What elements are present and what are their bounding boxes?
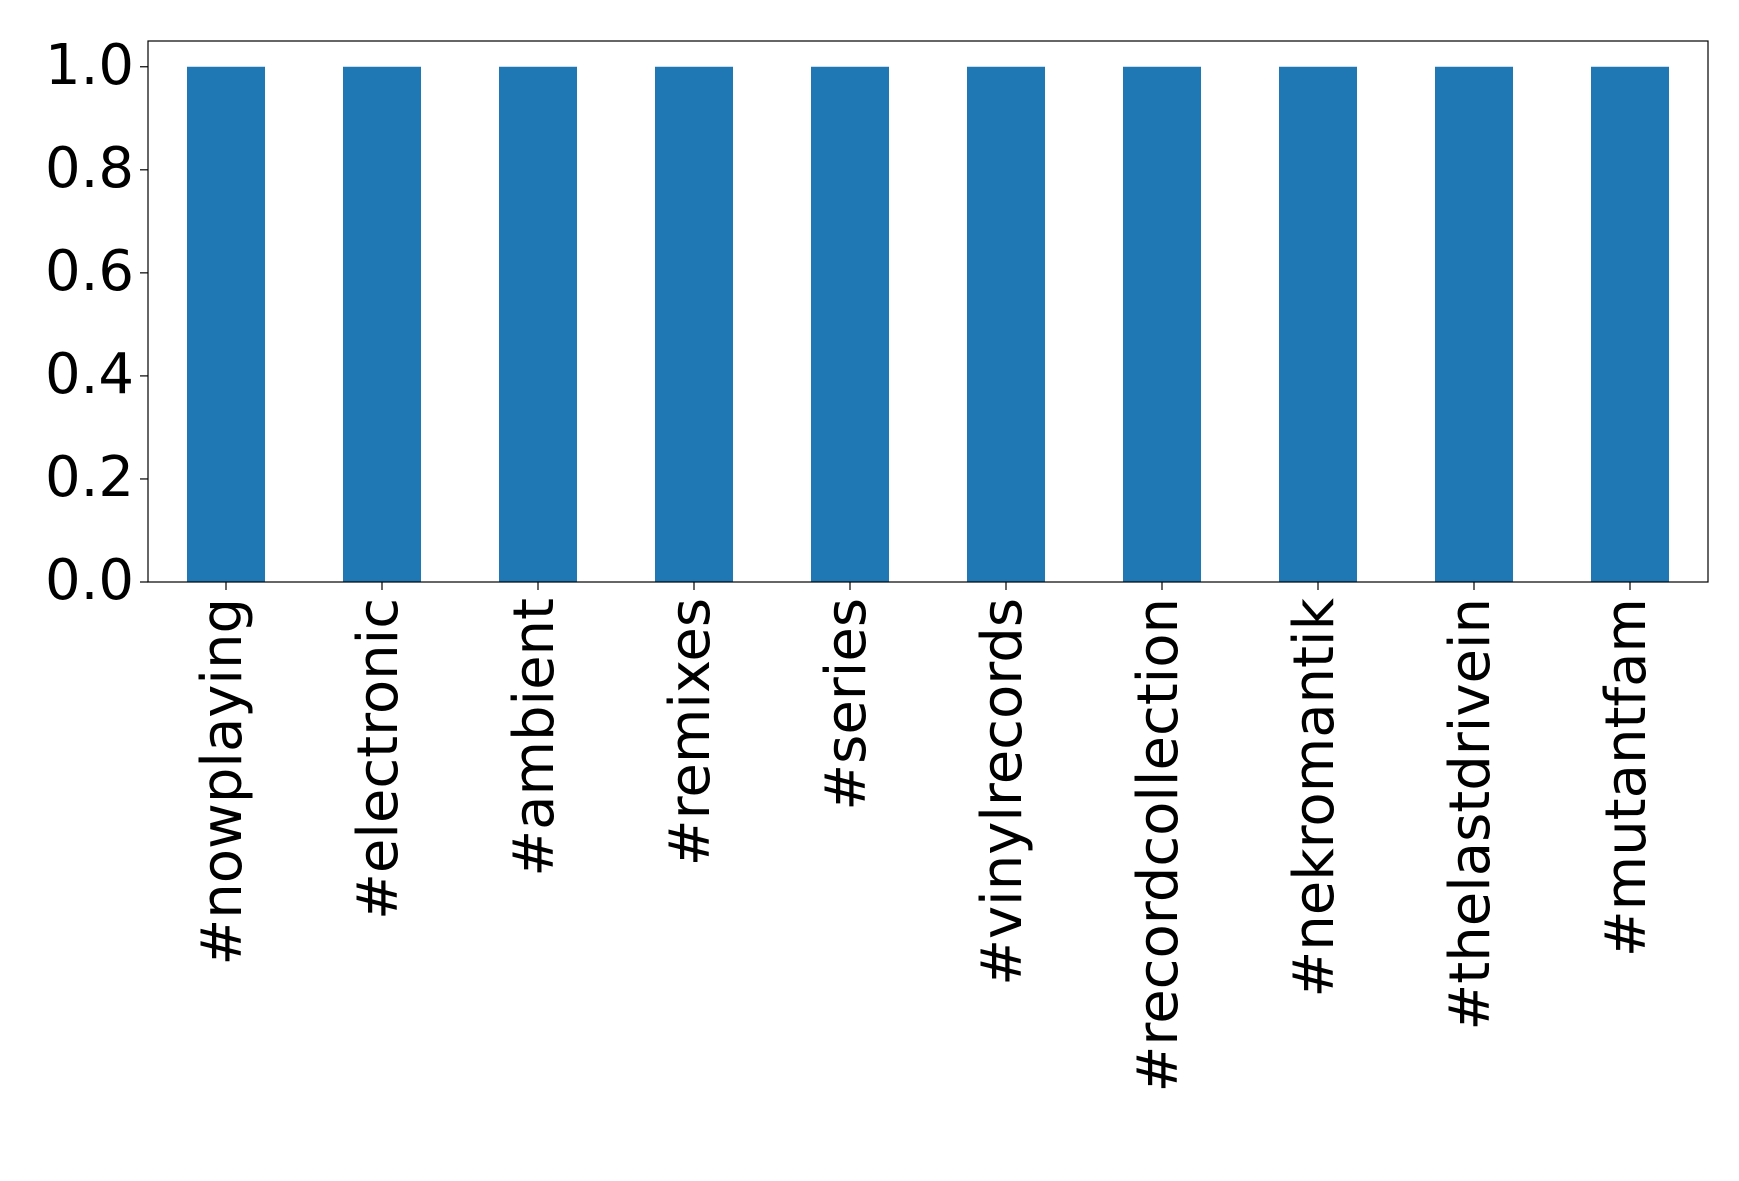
x-tick-label: #ambient (502, 598, 567, 877)
x-tick-label: #nekromantik (1282, 597, 1347, 997)
bar (343, 66, 421, 582)
bar (1279, 66, 1357, 582)
y-tick-label: 0.4 (45, 342, 134, 407)
x-tick-label: #mutantfam (1594, 598, 1659, 957)
bar (1123, 66, 1201, 582)
bar (1591, 66, 1669, 582)
bar (1435, 66, 1513, 582)
y-tick-label: 0.8 (45, 136, 134, 201)
bar (655, 66, 733, 582)
plot-frame (147, 40, 1709, 583)
x-tick-label: #nowplaying (190, 598, 255, 966)
x-tick-label: #series (814, 598, 879, 811)
y-tick-label: 0.6 (45, 239, 134, 304)
y-tick-label: 1.0 (45, 33, 134, 98)
x-tick-label: #vinylrecords (970, 598, 1035, 986)
x-tick-label: #electronic (346, 598, 411, 920)
x-tick-label: #recordcollection (1126, 598, 1191, 1092)
y-tick-label: 0.0 (45, 548, 134, 613)
y-tick-label: 0.2 (45, 445, 134, 510)
bar (499, 66, 577, 582)
x-tick-label: #remixes (658, 598, 723, 866)
bar (967, 66, 1045, 582)
x-tick-label: #thelastdrivein (1438, 598, 1503, 1031)
bar (187, 66, 265, 582)
bar (811, 66, 889, 582)
